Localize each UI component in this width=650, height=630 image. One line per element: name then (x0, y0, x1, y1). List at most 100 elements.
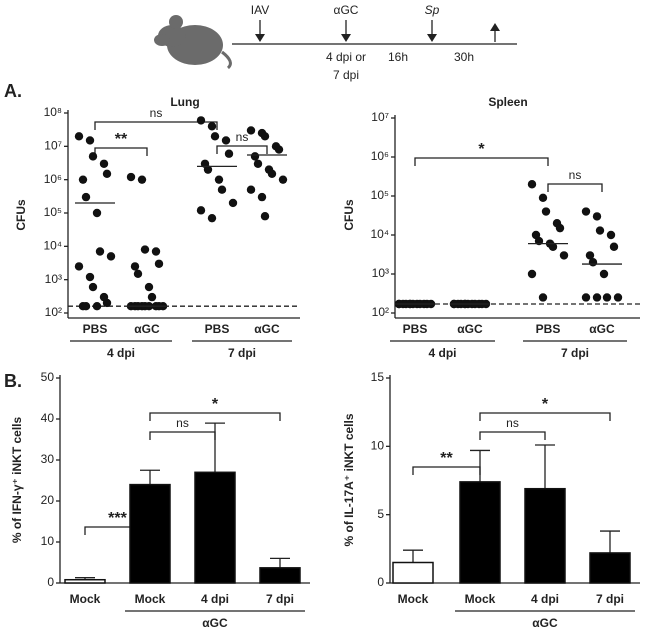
significance-bracket (94, 121, 218, 130)
significance-label: ns (569, 168, 582, 182)
data-point (137, 175, 147, 184)
data-point (126, 172, 136, 182)
bar (64, 578, 106, 584)
data-point (203, 165, 213, 174)
data-point (81, 301, 91, 311)
bar (589, 552, 631, 584)
x-tick-label: 7 dpi (266, 592, 294, 606)
data-point (196, 206, 206, 215)
data-point (253, 159, 263, 168)
chart-title: Spleen (488, 95, 527, 109)
timeline-label: Sp (425, 3, 440, 17)
data-point (221, 136, 231, 145)
data-point (527, 180, 537, 189)
significance-label: ns (150, 106, 163, 120)
x-tick-label: αGC (589, 322, 615, 336)
y-tick-label: 10⁶ (44, 172, 62, 186)
data-point (196, 116, 206, 125)
significance-label: * (478, 141, 485, 158)
data-point (602, 293, 612, 302)
interval-label: 16h (388, 50, 408, 64)
y-tick-label: 50 (41, 370, 55, 384)
data-point (609, 242, 619, 251)
x-tick-label: Mock (135, 592, 166, 606)
group-label: 4 dpi (107, 346, 135, 360)
data-point (581, 207, 591, 216)
y-tick-label: 0 (377, 575, 384, 589)
data-point (210, 132, 220, 141)
y-tick-label: 10² (45, 305, 62, 319)
data-point (538, 293, 548, 302)
panel-label: B. (4, 371, 22, 391)
timeline-label: IAV (251, 3, 269, 17)
data-point (599, 269, 609, 279)
data-point (224, 149, 234, 158)
y-tick-label: 10⁴ (370, 227, 389, 241)
data-point (207, 122, 217, 131)
data-point (548, 242, 558, 251)
data-point (78, 175, 88, 184)
y-tick-label: 5 (377, 507, 384, 521)
data-point (606, 230, 616, 240)
x-tick-label: αGC (457, 322, 483, 336)
y-tick-label: 10² (372, 305, 389, 319)
y-tick-label: 40 (41, 411, 55, 425)
x-tick-label: αGC (134, 322, 160, 336)
data-point (85, 272, 95, 282)
data-point (527, 269, 537, 279)
y-tick-label: 20 (41, 493, 55, 507)
bar (194, 471, 236, 584)
x-tick-label: Mock (70, 592, 101, 606)
data-point (106, 252, 116, 261)
x-tick-label: Mock (465, 592, 496, 606)
y-tick-label: 10 (371, 439, 385, 453)
significance-bracket (149, 431, 216, 440)
y-tick-label: 10⁶ (371, 149, 389, 163)
data-point (74, 132, 84, 141)
data-point (595, 226, 605, 235)
data-point (99, 159, 109, 168)
panel-label: A. (4, 81, 22, 101)
significance-bracket (412, 466, 481, 475)
group-label: αGC (532, 616, 558, 630)
data-point (228, 198, 238, 208)
significance-bracket (94, 147, 148, 156)
y-axis-label: % of IL-17A⁺ iNKT cells (342, 413, 356, 546)
data-point (592, 293, 602, 302)
y-tick-label: 10³ (45, 272, 62, 286)
significance-label: *** (108, 510, 127, 527)
data-point (147, 292, 157, 302)
y-tick-label: 0 (47, 575, 54, 589)
significance-bracket (414, 157, 549, 166)
bar (259, 567, 301, 584)
x-tick-label: Mock (398, 592, 429, 606)
data-point (214, 175, 224, 184)
data-point (278, 175, 288, 184)
y-tick-label: 10³ (372, 266, 389, 280)
x-tick-label: αGC (254, 322, 280, 336)
x-tick-label: 4 dpi (531, 592, 559, 606)
data-point (555, 223, 565, 233)
data-point (144, 282, 154, 292)
x-tick-label: 7 dpi (596, 592, 624, 606)
data-point (257, 192, 267, 202)
data-point (246, 185, 256, 194)
y-tick-label: 15 (371, 370, 385, 384)
significance-bracket (149, 412, 281, 421)
data-point (85, 136, 95, 145)
timeline-label: αGC (334, 3, 359, 17)
y-tick-label: 10⁷ (44, 139, 62, 153)
bar (524, 487, 566, 584)
data-point (95, 247, 105, 256)
significance-bracket (479, 431, 546, 440)
data-point (592, 212, 602, 221)
y-tick-label: 10⁵ (371, 188, 389, 202)
data-point (581, 293, 591, 302)
y-tick-label: 30 (41, 452, 55, 466)
significance-label: ns (176, 416, 189, 430)
mouse-icon (154, 15, 232, 70)
x-tick-label: PBS (403, 322, 428, 336)
x-tick-label: PBS (205, 322, 230, 336)
significance-bracket (216, 145, 268, 154)
